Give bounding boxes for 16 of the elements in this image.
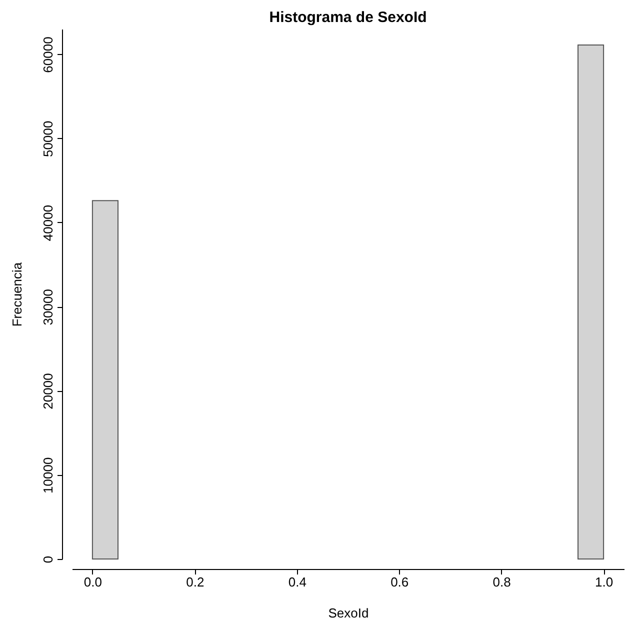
y-tick-label: 60000	[40, 36, 56, 73]
y-tick-label: 50000	[40, 120, 56, 157]
x-tick-label: 0.8	[492, 574, 511, 590]
y-tick-label: 30000	[40, 289, 56, 326]
x-tick-label: 0.0	[84, 574, 102, 590]
y-tick-label: 10000	[40, 457, 56, 494]
y-tick-label: 40000	[40, 204, 56, 242]
y-axis-title: Frecuencia	[10, 262, 24, 327]
y-tick-label: 20000	[40, 373, 56, 410]
x-tick-label: 0.2	[186, 574, 204, 590]
x-tick-label: 0.4	[288, 574, 306, 590]
x-tick-label: 1.0	[595, 574, 614, 590]
y-tick-label: 0	[40, 556, 56, 564]
x-axis-title: SexoId	[328, 606, 369, 620]
x-tick-label: 0.6	[390, 574, 409, 590]
chart-title: Histograma de SexoId	[269, 9, 427, 26]
